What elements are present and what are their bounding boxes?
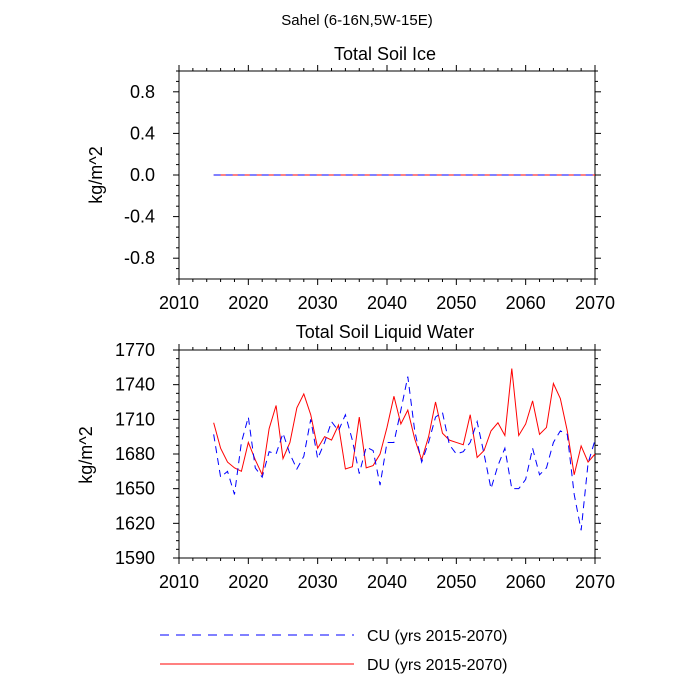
x-tick-label: 2060 xyxy=(506,293,546,313)
y-tick-label: 1770 xyxy=(115,340,155,360)
plot-frame xyxy=(178,349,596,559)
axis-ticks: 2010 2020 2030 2040 2050 2060 2070 -0.8 -0.4 0.0 0… xyxy=(124,65,615,313)
x-tick-label: 2040 xyxy=(367,293,407,313)
x-tick-label: 2050 xyxy=(436,293,476,313)
series-line-du xyxy=(213,368,596,477)
chart-title: Total Soil Liquid Water xyxy=(296,322,474,342)
x-tick-label: 2040 xyxy=(367,572,407,592)
y-tick-label: 0.4 xyxy=(130,123,155,143)
y-axis-label: kg/m^2 xyxy=(86,146,106,203)
x-tick-label: 2010 xyxy=(159,572,199,592)
x-tick-label: 2050 xyxy=(436,572,476,592)
x-tick-label: 2070 xyxy=(575,293,615,313)
legend-label-cu: CU (yrs 2015-2070) xyxy=(367,628,508,645)
x-tick-label: 2070 xyxy=(575,572,615,592)
y-tick-label: 1740 xyxy=(115,375,155,395)
y-tick-label: -0.4 xyxy=(124,207,155,227)
x-tick-label: 2030 xyxy=(298,293,338,313)
figure-title: Sahel (6-16N,5W-15E) xyxy=(281,12,432,29)
y-tick-label: 1590 xyxy=(115,548,155,568)
y-tick-label: 1710 xyxy=(115,409,155,429)
panel-total-soil-liquid-water: Total Soil Liquid Water kg/m^2 2010 2020 2… xyxy=(76,322,615,592)
y-tick-label: 0.0 xyxy=(130,165,155,185)
series-layer xyxy=(213,368,596,531)
x-tick-label: 2060 xyxy=(506,572,546,592)
panel-total-soil-ice: Total Soil Ice kg/m^2 2010 2020 2030 2040 20… xyxy=(86,44,615,313)
x-tick-label: 2030 xyxy=(298,572,338,592)
chart-title: Total Soil Ice xyxy=(334,44,436,64)
y-axis-label: kg/m^2 xyxy=(76,426,96,483)
y-tick-label: 1650 xyxy=(115,479,155,499)
legend: CU (yrs 2015-2070) DU (yrs 2015-2070) xyxy=(160,628,508,674)
y-tick-label: 0.8 xyxy=(130,82,155,102)
legend-label-du: DU (yrs 2015-2070) xyxy=(367,657,508,674)
y-tick-label: -0.8 xyxy=(124,248,155,268)
x-tick-label: 2020 xyxy=(228,572,268,592)
y-tick-label: 1620 xyxy=(115,513,155,533)
y-tick-label: 1680 xyxy=(115,444,155,464)
x-tick-label: 2020 xyxy=(228,293,268,313)
axis-ticks: 2010 2020 2030 2040 2050 2060 2070 1590 1620 1650… xyxy=(115,340,615,592)
x-tick-label: 2010 xyxy=(159,293,199,313)
series-line-cu xyxy=(213,376,596,531)
